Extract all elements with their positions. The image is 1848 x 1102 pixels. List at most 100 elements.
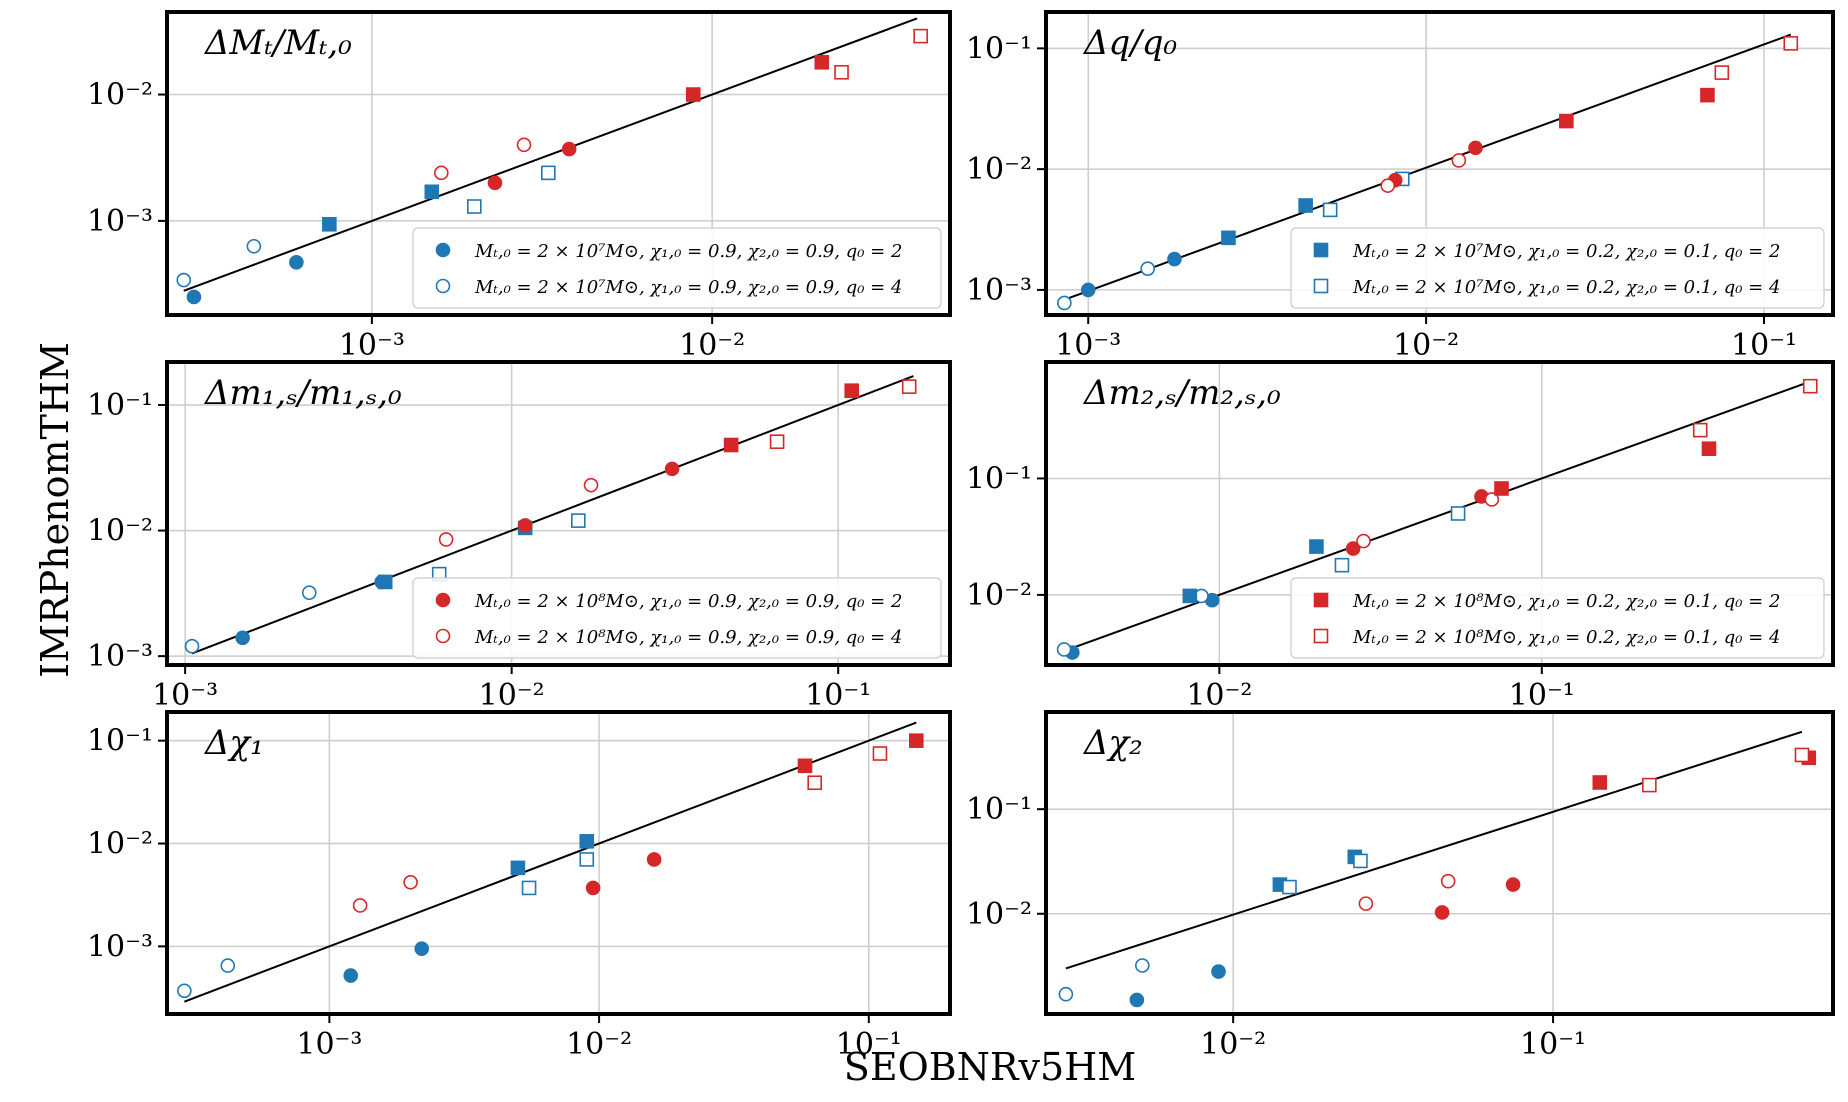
data-point-blue-square-open bbox=[1353, 853, 1368, 869]
data-point-red-square-filled bbox=[844, 383, 860, 398]
y-tick-label: 10⁻² bbox=[966, 578, 1032, 613]
data-point-blue-circle-filled bbox=[343, 968, 359, 983]
legend-marker bbox=[1313, 592, 1329, 608]
data-point-red-circle-open bbox=[1358, 896, 1374, 911]
legend-box bbox=[412, 577, 942, 659]
data-point-blue-circle-filled bbox=[1167, 251, 1182, 267]
y-tick-label: 10⁻¹ bbox=[966, 461, 1032, 496]
x-tick-label: 10⁻¹ bbox=[836, 1027, 902, 1062]
x-tick-label: 10⁻¹ bbox=[805, 678, 871, 713]
data-point-red-circle-filled bbox=[1345, 541, 1361, 556]
data-point-blue-circle-open bbox=[301, 585, 317, 601]
plot-frame bbox=[1044, 360, 1835, 667]
reference-line bbox=[191, 375, 914, 655]
plot-frame bbox=[1044, 10, 1835, 317]
y-tick-label: 10⁻¹ bbox=[966, 31, 1032, 66]
data-point-blue-circle-filled bbox=[1211, 964, 1226, 979]
x-tick-label: 10⁻² bbox=[679, 328, 745, 363]
data-point-red-circle-open bbox=[438, 532, 454, 547]
data-point-red-square-open bbox=[913, 28, 928, 44]
data-point-red-square-filled bbox=[814, 54, 830, 70]
data-point-blue-square-filled bbox=[1298, 198, 1313, 213]
legend-entry-label: Mₜ,₀ = 2 × 10⁸M⊙, χ₁,₀ = 0.9, χ₂,₀ = 0.9… bbox=[474, 627, 902, 648]
panel-chi2: 10⁻² 10⁻¹ 10⁻² 10⁻¹ Δχ₂ bbox=[966, 710, 1835, 1062]
data-point-red-square-open bbox=[1794, 747, 1810, 763]
reference-line bbox=[1065, 730, 1803, 970]
reference-line bbox=[1064, 33, 1792, 301]
x-tick-label: 10⁻² bbox=[1200, 1027, 1266, 1062]
legend-marker bbox=[1313, 278, 1329, 294]
x-tick-label: 10⁻¹ bbox=[1520, 1027, 1586, 1062]
panel-title: ΔMₜ/Mₜ,₀ bbox=[203, 23, 352, 63]
data-point-red-circle-open bbox=[352, 898, 368, 913]
data-point-red-circle-filled bbox=[585, 880, 601, 896]
data-point-blue-square-open bbox=[579, 852, 595, 867]
data-point-red-circle-open bbox=[1356, 533, 1371, 549]
data-point-blue-circle-filled bbox=[414, 941, 430, 956]
data-point-blue-circle-open bbox=[184, 638, 200, 654]
y-axis-title: IMRPhenomTHM bbox=[33, 342, 77, 678]
data-point-blue-circle-open bbox=[1056, 642, 1072, 657]
data-point-blue-circle-open bbox=[1058, 986, 1074, 1002]
y-tick-label: 10⁻² bbox=[966, 152, 1032, 187]
panel-title: Δχ₁ bbox=[203, 723, 264, 763]
y-tick-label: 10⁻² bbox=[87, 78, 153, 113]
data-point-red-circle-open bbox=[583, 477, 599, 493]
legend-entry-label: Mₜ,₀ = 2 × 10⁸M⊙, χ₁,₀ = 0.9, χ₂,₀ = 0.9… bbox=[474, 591, 902, 612]
legend-marker bbox=[435, 278, 451, 294]
legend-marker bbox=[435, 628, 451, 644]
data-point-red-circle-filled bbox=[1434, 905, 1450, 920]
y-tick-label: 10⁻³ bbox=[966, 273, 1032, 308]
data-point-red-square-filled bbox=[909, 733, 924, 748]
panel-m1s: 10⁻³ 10⁻² 10⁻¹ 10⁻³ 10⁻² 10⁻¹ Mₜ,₀ = 2 × 10⁸M⊙… bbox=[87, 360, 952, 713]
data-point-red-square-filled bbox=[1701, 441, 1717, 457]
data-point-red-circle-open bbox=[1440, 873, 1456, 889]
data-point-blue-circle-open bbox=[177, 983, 192, 999]
reference-line bbox=[183, 17, 918, 292]
data-point-red-circle-open bbox=[1380, 178, 1396, 193]
y-tick-label: 10⁻² bbox=[87, 514, 153, 549]
data-point-blue-square-filled bbox=[510, 860, 526, 876]
data-point-red-square-filled bbox=[1700, 87, 1715, 103]
panel-mt: 10⁻³ 10⁻² 10⁻³ 10⁻² Mₜ,₀ = 2 × 10⁷M⊙, χ₁,₀ =… bbox=[87, 10, 952, 363]
x-tick-label: 10⁻³ bbox=[296, 1027, 362, 1062]
data-point-red-square-filled bbox=[1559, 113, 1574, 129]
legend-box bbox=[1290, 577, 1825, 659]
data-point-red-circle-filled bbox=[1468, 140, 1483, 156]
data-point-red-square-open bbox=[834, 64, 849, 80]
data-point-blue-circle-open bbox=[246, 238, 262, 254]
data-point-red-square-open bbox=[1802, 378, 1818, 394]
data-point-red-circle-filled bbox=[1505, 877, 1521, 892]
data-point-red-square-open bbox=[872, 746, 888, 761]
data-point-blue-circle-open bbox=[1057, 295, 1072, 311]
panel-title: Δm₂,ₛ/m₂,ₛ,₀ bbox=[1082, 373, 1281, 413]
data-point-blue-square-filled bbox=[579, 834, 595, 849]
x-axis-title: SEOBNRv5HM bbox=[844, 1045, 1136, 1089]
data-point-blue-circle-filled bbox=[186, 289, 202, 305]
data-point-red-square-filled bbox=[723, 437, 739, 453]
data-point-red-square-open bbox=[1642, 777, 1657, 793]
data-point-red-circle-open bbox=[403, 874, 418, 890]
data-point-blue-circle-open bbox=[176, 272, 192, 288]
x-tick-label: 10⁻¹ bbox=[1509, 678, 1575, 713]
panel-m2s: 10⁻² 10⁻¹ 10⁻² 10⁻¹ Mₜ,₀ = 2 × 10⁸M⊙, χ₁,₀ =… bbox=[966, 360, 1835, 713]
y-tick-label: 10⁻² bbox=[966, 897, 1032, 932]
x-tick-label: 10⁻³ bbox=[152, 678, 218, 713]
data-point-blue-square-filled bbox=[377, 574, 393, 590]
data-point-red-circle-filled bbox=[664, 461, 680, 477]
legend-entry-label: Mₜ,₀ = 2 × 10⁷M⊙, χ₁,₀ = 0.2, χ₂,₀ = 0.1… bbox=[1352, 241, 1780, 262]
data-point-blue-square-filled bbox=[1221, 230, 1236, 246]
plot-area bbox=[167, 712, 950, 1014]
legend-entry-label: Mₜ,₀ = 2 × 10⁷M⊙, χ₁,₀ = 0.9, χ₂,₀ = 0.9… bbox=[474, 277, 902, 298]
legend-marker bbox=[435, 242, 451, 258]
data-point-red-circle-filled bbox=[517, 518, 533, 533]
y-tick-label: 10⁻² bbox=[87, 827, 153, 862]
data-point-blue-circle-open bbox=[1135, 958, 1150, 973]
data-point-blue-square-open bbox=[571, 513, 586, 528]
y-tick-label: 10⁻³ bbox=[87, 204, 153, 239]
data-point-blue-square-filled bbox=[322, 216, 337, 232]
data-point-blue-square-open bbox=[467, 199, 482, 214]
data-point-red-square-open bbox=[901, 379, 917, 394]
data-point-blue-circle-filled bbox=[1080, 282, 1096, 298]
